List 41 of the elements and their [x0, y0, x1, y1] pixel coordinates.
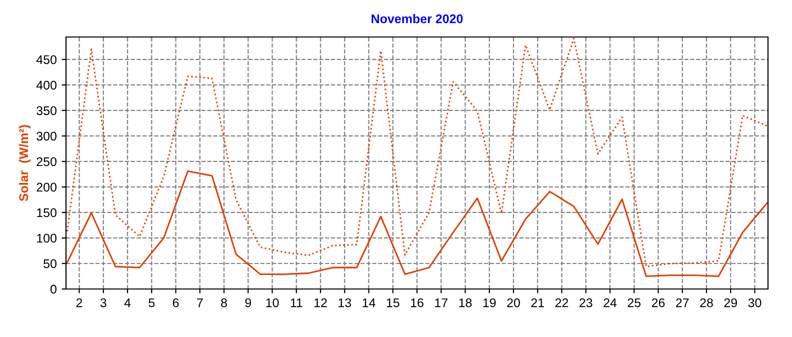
x-tick-label: 5: [148, 298, 155, 308]
x-tick-label: 10: [266, 298, 279, 308]
x-tick-label: 24: [604, 298, 617, 308]
x-tick-label: 27: [676, 298, 689, 308]
y-tick-label: 350: [36, 106, 56, 116]
x-tick-label: 15: [386, 298, 400, 308]
x-tick-label: 26: [652, 298, 665, 308]
x-tick-label: 17: [435, 298, 448, 308]
y-tick-label: 250: [36, 157, 56, 166]
y-tick-label: 150: [37, 208, 56, 218]
x-tick-label: 2: [76, 298, 82, 308]
x-tick-label: 6: [172, 298, 179, 308]
x-tick-label: 19: [483, 298, 496, 308]
x-tick-label: 9: [245, 298, 252, 308]
x-tick-label: 8: [221, 298, 227, 308]
x-tick-label: 18: [459, 298, 472, 308]
y-tick-label: 450: [36, 55, 56, 64]
y-axis-title: Solar (W/m²): [18, 125, 31, 202]
x-tick-label: 30: [748, 298, 762, 308]
x-tick-label: 11: [290, 298, 302, 308]
y-tick-label: 50: [44, 259, 56, 268]
y-tick-label: 400: [36, 80, 56, 90]
x-tick-label: 14: [362, 298, 376, 308]
y-tick-label: 0: [50, 284, 56, 294]
x-tick-label: 4: [124, 298, 131, 308]
x-tick-label: 7: [197, 298, 203, 308]
x-tick-label: 28: [700, 298, 713, 308]
x-tick-label: 13: [338, 298, 352, 308]
x-tick-label: 29: [724, 298, 737, 308]
chart-title: November 2020: [372, 14, 463, 24]
x-tick-label: 22: [555, 298, 568, 308]
x-tick-label: 20: [507, 298, 520, 308]
x-tick-label: 21: [531, 298, 544, 308]
x-tick-label: 23: [580, 298, 592, 308]
x-tick-label: 3: [100, 298, 106, 308]
y-tick-label: 100: [37, 234, 56, 243]
y-tick-label: 300: [36, 132, 56, 141]
y-tick-label: 200: [36, 182, 56, 192]
x-tick-label: 16: [411, 298, 424, 308]
x-tick-label: 12: [314, 298, 327, 308]
x-tick-label: 25: [628, 298, 641, 308]
